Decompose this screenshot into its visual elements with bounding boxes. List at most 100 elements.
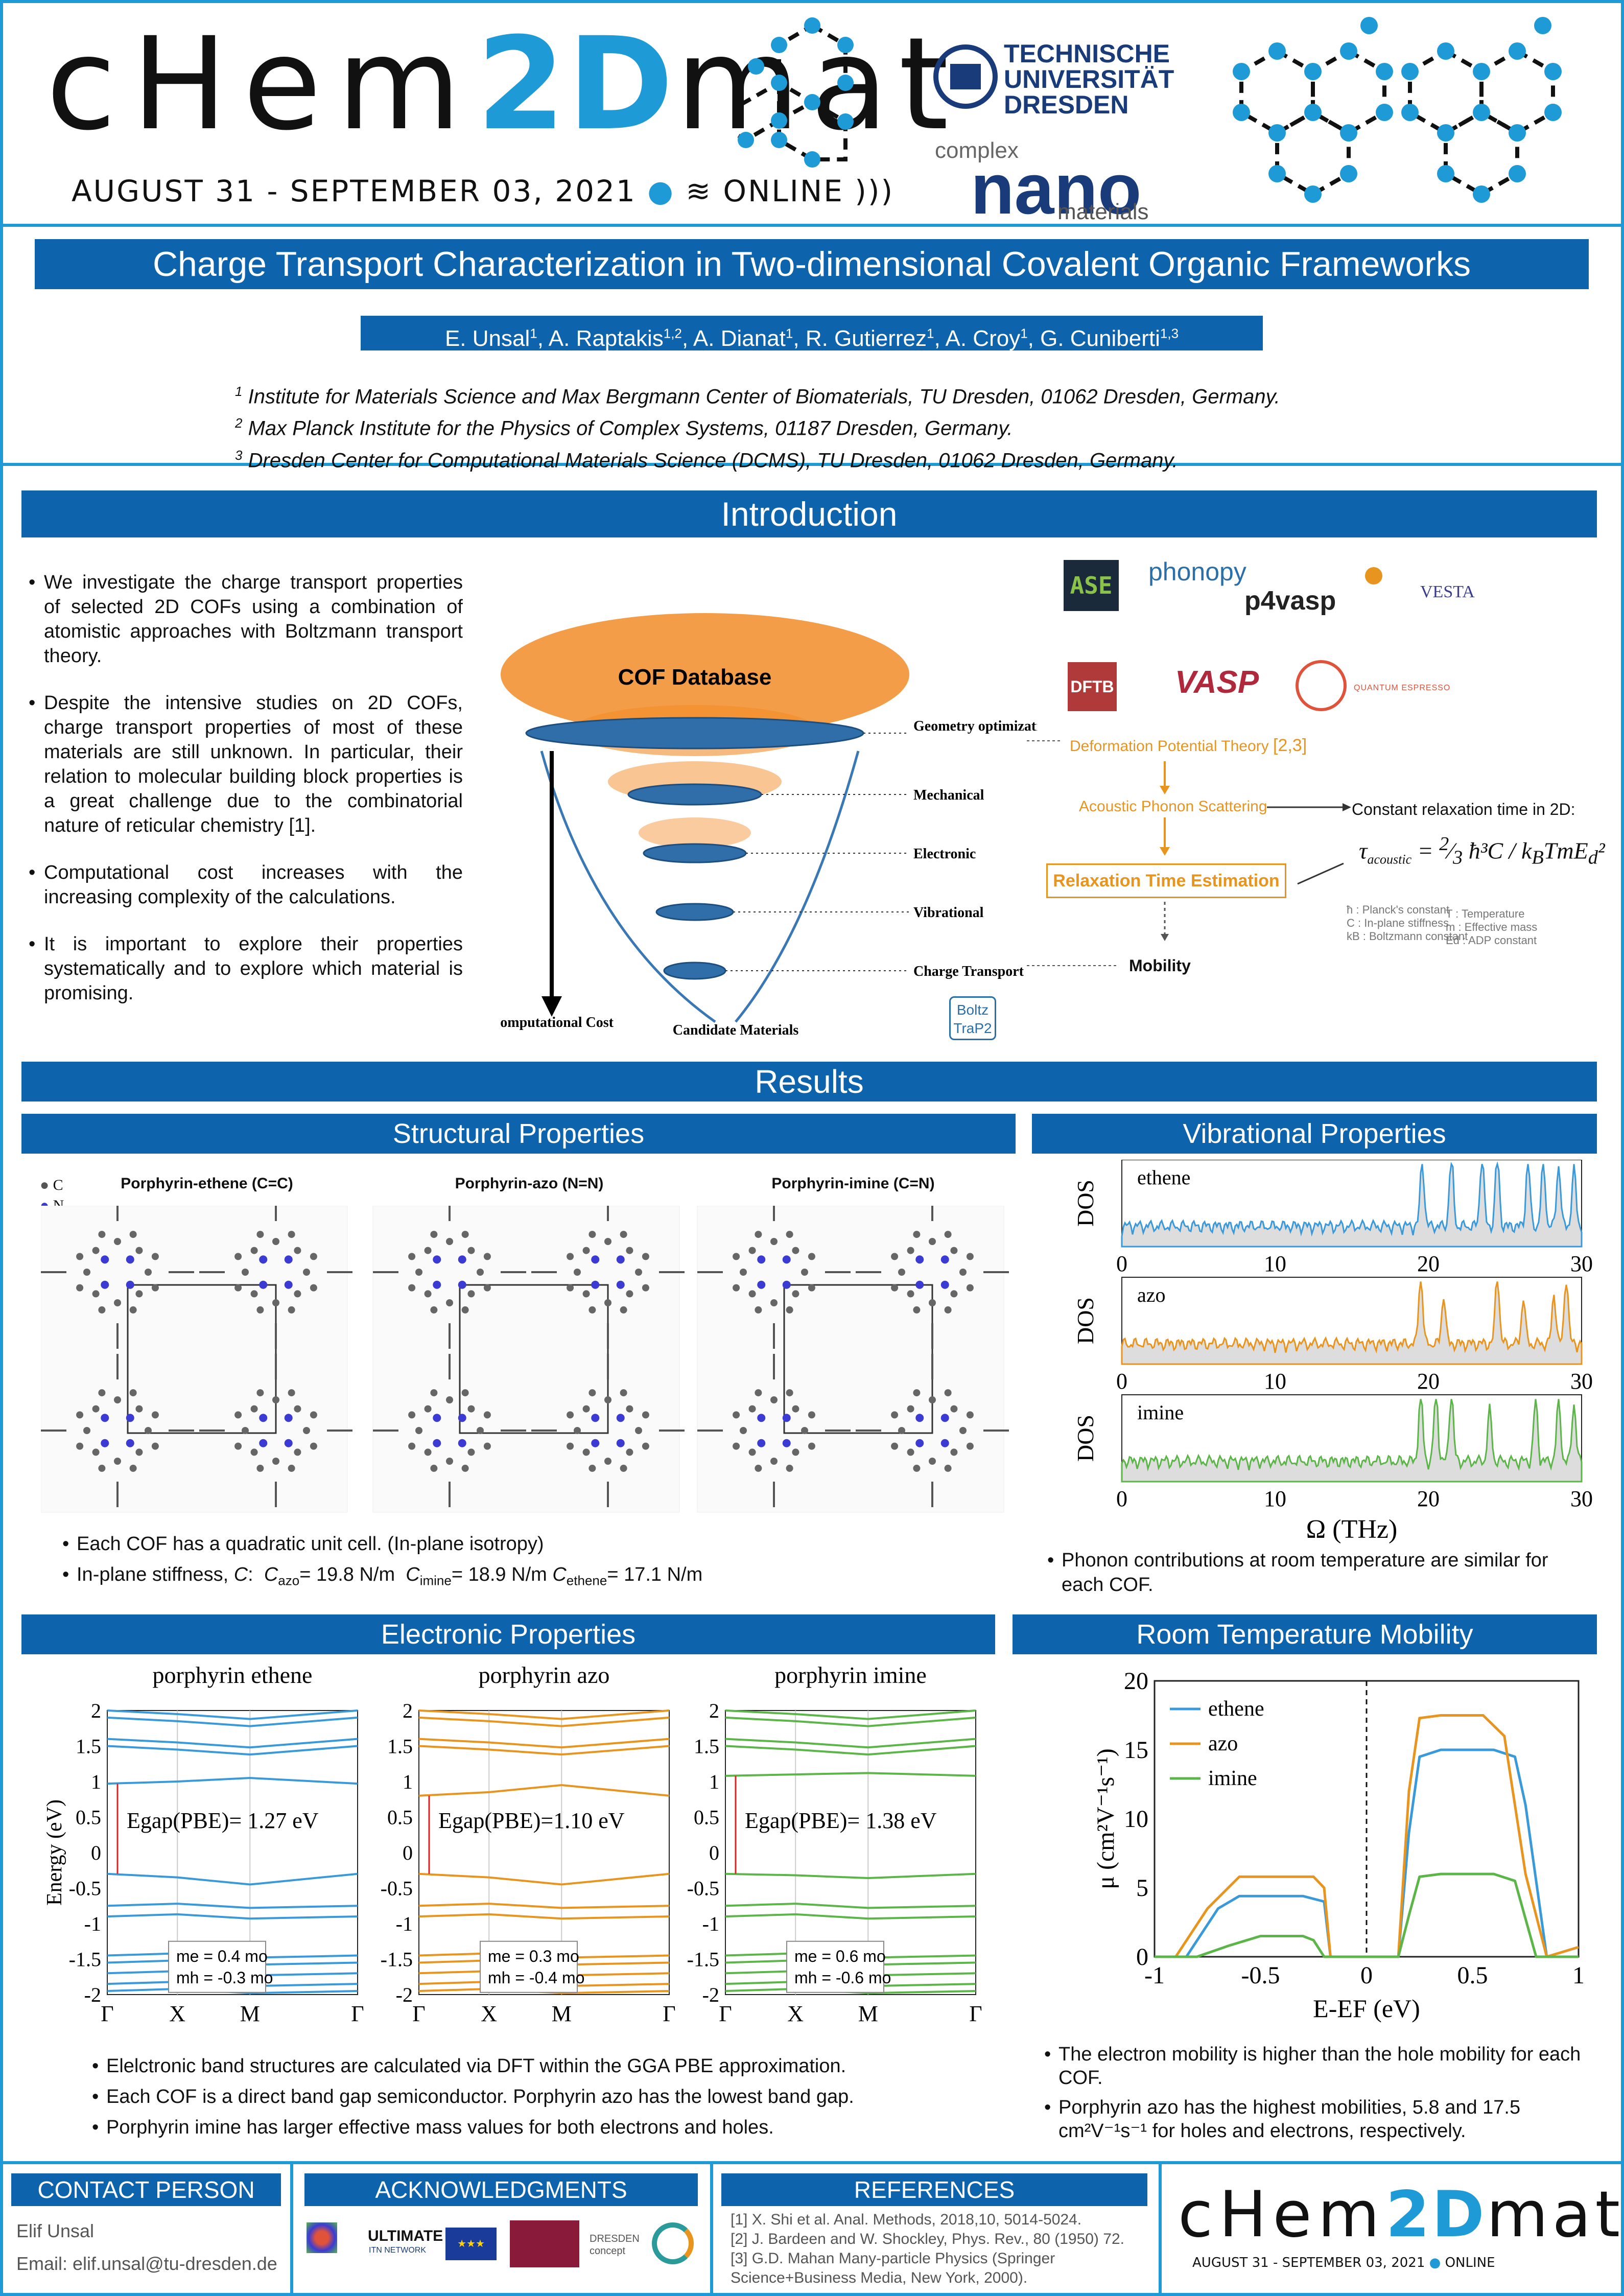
electronic-bullet: Porphyrin imine has larger effective mas… [92,2115,991,2140]
band-line [418,1745,670,1756]
band-tick: 1.5 [76,1735,101,1758]
dos-tick: 10 [1264,1369,1286,1394]
mob-xtick: 0.5 [1457,1962,1488,1989]
poster-title: Charge Transport Characterization in Two… [35,239,1589,289]
mob-xtick: 0 [1360,1962,1373,1989]
band-tick: -1 [396,1912,413,1935]
structure-title-imine: Porphyrin-imine (C=N) [771,1175,935,1192]
dos-label: ethene [1137,1166,1190,1189]
band-line [107,1738,358,1749]
footer-dates: AUGUST 31 - SEPTEMBER 03, 2021 ● ONLINE [1192,2255,1495,2270]
band-tick: 1.5 [387,1735,413,1758]
divider [0,224,1624,227]
mob-series-imine [1155,1872,1579,1958]
legend-label: azo [1208,1732,1238,1755]
dos-xlabel: Ω (THz) [1306,1515,1398,1544]
vasp-logo: VASP [1175,665,1259,700]
mob-ytick: 10 [1124,1806,1148,1833]
band-tick: 0.5 [76,1806,101,1829]
band-tick: -1.5 [381,1948,413,1971]
mobility-label: Mobility [1129,956,1191,975]
mob-ylabel: μ (cm²V⁻¹s⁻¹) [1093,1748,1119,1889]
band-line [418,1716,670,1727]
legend-label: imine [1208,1767,1257,1790]
mob-xlabel: E-EF (eV) [1313,1994,1420,2023]
affiliation: 2 Max Planck Institute for the Physics o… [235,415,1013,440]
band-tick: -1 [702,1912,719,1935]
vesta-icon [1365,567,1382,584]
band-tick: 2 [403,1699,413,1722]
affiliation: 1 Institute for Materials Science and Ma… [235,384,1280,408]
deformation-potential-label: Deformation Potential Theory [2,3] [1070,736,1307,755]
electronic-heading: Electronic Properties [21,1614,995,1654]
structural-bullet: Each COF has a quadratic unit cell. (In-… [62,1532,982,1556]
stage-geometry: Geometry optimization [913,718,1037,734]
band-line [725,1716,976,1727]
dos-tick: 30 [1570,1486,1593,1511]
band-ylabel: Energy (eV) [43,1799,66,1906]
conference-dates: AUGUST 31 - SEPTEMBER 03, 2021 ● ≋ ONLIN… [72,174,895,208]
cof-structure [697,1206,1009,1513]
acknowledgments-heading: ACKNOWLEDGMENTS [304,2173,698,2206]
dos-tick: 20 [1417,1369,1440,1394]
dresden-concept-icon [652,2222,694,2264]
band-tick: 2 [709,1699,719,1722]
cof-structure [41,1206,352,1513]
mob-series-azo [1155,1714,1579,1958]
band-edge-line [725,1872,976,1880]
dos-tick: 10 [1264,1251,1286,1276]
ultimate-icon [307,2222,337,2253]
band-line [107,1716,358,1727]
mob-ytick: 0 [1136,1943,1148,1971]
band-line [725,1913,976,1920]
divider [0,2161,1624,2164]
band-tick: -1 [84,1912,101,1935]
dos-curve [1121,1399,1583,1483]
results-heading: Results [21,1062,1597,1102]
hexagon-network-icon [1233,17,1562,203]
affiliations: 1 Institute for Materials Science and Ma… [235,378,1280,474]
author: A. Croy1 [945,325,1028,351]
band-line [418,1903,670,1909]
dos-tick: 0 [1116,1251,1127,1276]
computational-cost-label: Computational Cost [501,1015,614,1030]
mobility-chart: 0 5 10 15 20 -1 -0.5 0 0.5 1 μ (cm²V⁻¹s⁻¹) E-EF (eV… [1093,1668,1585,2023]
mob-ytick: 5 [1136,1875,1148,1902]
mob-ytick: 15 [1124,1737,1148,1764]
legend-label: ethene [1208,1697,1264,1721]
stage-charge-transport: Charge Transport [913,964,1024,979]
band-xtick: Γ [663,2001,675,2026]
band-edge-line [107,1872,358,1886]
flow-arrows [1027,740,1351,966]
dos-tick: 30 [1570,1369,1593,1394]
hole-mass: mh = -0.4 mo [488,1969,584,1987]
structure-title-ethene: Porphyrin-ethene (C=C) [121,1175,293,1192]
dos-curve [1121,1161,1583,1248]
structural-bullets: Each COF has a quadratic unit cell. (In-… [62,1532,982,1599]
references-heading: REFERENCES [721,2173,1147,2206]
band-line [107,1903,358,1909]
author: A. Dianat1 [693,325,793,351]
band-xtick: M [858,2001,878,2026]
dos-tick: 0 [1116,1486,1127,1511]
conference-logo: cHem2Dmat [46,10,959,158]
electronic-bullets: Elelctronic band structures are calculat… [92,2054,991,2146]
band-xtick: Γ [412,2001,425,2026]
dos-label: azo [1137,1283,1166,1306]
affiliation: 3 Dresden Center for Computational Mater… [235,447,1178,472]
contact-email[interactable]: Email: elif.unsal@tu-dresden.de [16,2253,277,2274]
band-tick: 0 [91,1841,101,1864]
phonopy-logo: phonopy [1148,557,1246,586]
band-tick: -0.5 [687,1877,719,1900]
vibrational-bullet: Phonon contributions at room temperature… [1047,1548,1589,1597]
band-tick: -1.5 [687,1948,719,1971]
band-edge-line [107,1777,358,1785]
dos-tick: 20 [1417,1251,1440,1276]
reference-list: [1] X. Shi et al. Anal. Methods, 2018,10… [731,2211,1124,2286]
electronic-bullet: Each COF is a direct band gap semiconduc… [92,2084,991,2109]
electron-mass: me = 0.6 mo [794,1947,886,1965]
band-line [725,1738,976,1749]
intro-bullets: We investigate the charge transport prop… [29,570,463,1028]
dresden-concept-logo: DRESDEN concept [590,2233,640,2257]
